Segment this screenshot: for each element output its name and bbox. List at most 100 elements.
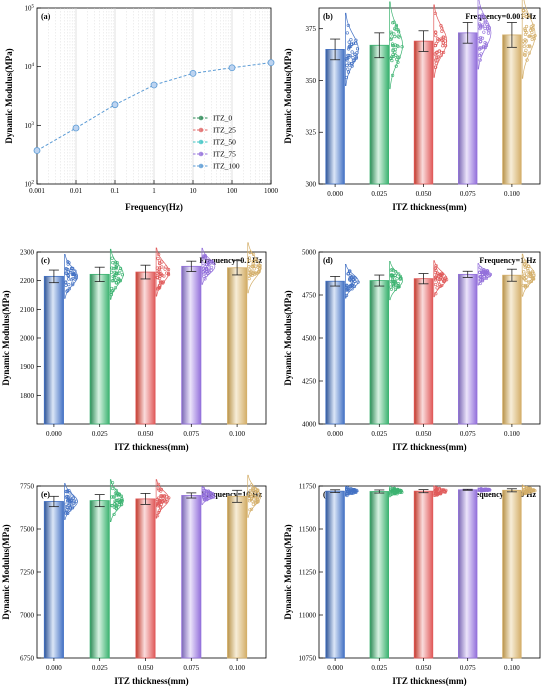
scatter-point bbox=[248, 508, 252, 512]
scatter-point bbox=[114, 504, 118, 508]
scatter-point bbox=[67, 261, 71, 265]
y-tick-label: 2100 bbox=[20, 306, 35, 314]
scatter-point bbox=[435, 286, 439, 290]
scatter-point bbox=[349, 44, 353, 49]
scatter-point bbox=[524, 48, 528, 52]
scatter-point bbox=[66, 511, 70, 515]
scatter-point bbox=[398, 277, 402, 281]
scatter-point bbox=[206, 259, 210, 263]
y-tick-label: 2300 bbox=[20, 249, 35, 257]
scatter-point bbox=[396, 44, 400, 49]
scatter-point bbox=[524, 278, 528, 283]
scatter-point bbox=[249, 483, 253, 487]
x-tick-label: 0.075 bbox=[460, 664, 476, 672]
bar bbox=[413, 490, 434, 659]
violin-outline bbox=[345, 264, 359, 299]
scatter-point bbox=[255, 498, 259, 502]
scatter-point bbox=[158, 261, 162, 265]
scatter-point bbox=[346, 67, 350, 71]
scatter-point bbox=[65, 289, 69, 293]
scatter-point bbox=[347, 40, 351, 44]
scatter-point bbox=[210, 260, 214, 264]
scatter-point bbox=[349, 38, 353, 42]
violin-outline bbox=[247, 474, 262, 518]
scatter-point bbox=[441, 41, 445, 45]
scatter-point bbox=[113, 286, 117, 290]
scatter-point bbox=[114, 273, 118, 277]
scatter-point bbox=[247, 277, 251, 281]
scatter-point bbox=[345, 56, 350, 60]
scatter-point bbox=[389, 487, 393, 491]
bar bbox=[181, 495, 202, 659]
scatter-point bbox=[399, 489, 403, 493]
scatter-point bbox=[434, 268, 438, 273]
y-tick-label: 300 bbox=[306, 181, 317, 189]
scatter-point bbox=[350, 50, 354, 54]
scatter-point bbox=[532, 36, 536, 41]
scatter-point bbox=[205, 494, 209, 498]
scatter-point bbox=[443, 39, 447, 43]
violin-outline bbox=[521, 253, 536, 297]
scatter-point bbox=[443, 277, 447, 281]
scatter-point bbox=[480, 36, 485, 40]
violin-outline bbox=[433, 4, 448, 78]
scatter-point bbox=[522, 53, 527, 57]
y-tick-label: 105 bbox=[25, 5, 35, 13]
y-axis-label: Dynamic Modulus(MPa) bbox=[283, 524, 293, 619]
scatter-point bbox=[201, 270, 206, 274]
scatter-point bbox=[157, 509, 161, 513]
x-tick-label: 0.025 bbox=[92, 664, 108, 672]
bar bbox=[227, 495, 248, 659]
scatter-point bbox=[65, 489, 70, 493]
scatter-point bbox=[390, 55, 394, 59]
scatter-point bbox=[113, 273, 117, 278]
scatter-point bbox=[349, 277, 353, 281]
panel-e: (e) ITZ thickness(mm) Dynamic Modulus(MPa)… bbox=[1, 474, 267, 686]
y-tick-label: 11500 bbox=[299, 526, 317, 534]
x-tick-label: 0.050 bbox=[138, 430, 154, 438]
scatter-point bbox=[393, 287, 398, 291]
scatter-point bbox=[248, 489, 252, 493]
scatter-point bbox=[109, 293, 113, 297]
scatter-point bbox=[397, 30, 401, 34]
scatter-point bbox=[397, 55, 401, 59]
scatter-point bbox=[478, 281, 482, 286]
y-tick-label: 6750 bbox=[20, 655, 35, 663]
scatter-point bbox=[345, 287, 349, 291]
x-tick-label: 0.100 bbox=[504, 190, 520, 198]
scatter-point bbox=[256, 491, 261, 495]
scatter-point bbox=[159, 487, 163, 491]
scatter-point bbox=[345, 492, 349, 496]
scatter-point bbox=[68, 508, 72, 512]
scatter-point bbox=[354, 56, 358, 60]
scatter-point bbox=[481, 279, 485, 283]
scatter-point bbox=[395, 277, 399, 281]
scatter-point bbox=[526, 280, 531, 284]
scatter-point bbox=[119, 494, 124, 498]
scatter-point bbox=[433, 11, 437, 16]
x-tick-label: 0.050 bbox=[416, 190, 432, 198]
scatter-point bbox=[479, 39, 483, 43]
y-axis-label: Dynamic Modulus(MPa) bbox=[283, 290, 293, 385]
scatter-point bbox=[67, 277, 71, 281]
scatter-point bbox=[64, 283, 68, 288]
scatter-point bbox=[118, 499, 123, 503]
scatter-point bbox=[525, 489, 529, 494]
scatter-point bbox=[156, 510, 161, 515]
x-tick-label: 0.000 bbox=[327, 664, 343, 672]
scatter-point bbox=[158, 266, 162, 270]
scatter-point bbox=[389, 285, 393, 289]
scatter-point bbox=[251, 265, 255, 269]
scatter-point bbox=[478, 40, 482, 44]
x-tick-label: 0.025 bbox=[371, 190, 387, 198]
scatter-point bbox=[157, 252, 161, 256]
frequency-annotation: Frequency=1000 Hz bbox=[467, 490, 536, 499]
scatter-point bbox=[434, 486, 438, 490]
scatter-point bbox=[434, 58, 438, 62]
bar bbox=[43, 501, 64, 659]
scatter-point bbox=[350, 491, 354, 495]
bar bbox=[135, 271, 156, 425]
scatter-point bbox=[352, 489, 356, 493]
scatter-point bbox=[71, 496, 75, 500]
y-axis-label: Dynamic Modulus(MPa) bbox=[4, 48, 14, 143]
